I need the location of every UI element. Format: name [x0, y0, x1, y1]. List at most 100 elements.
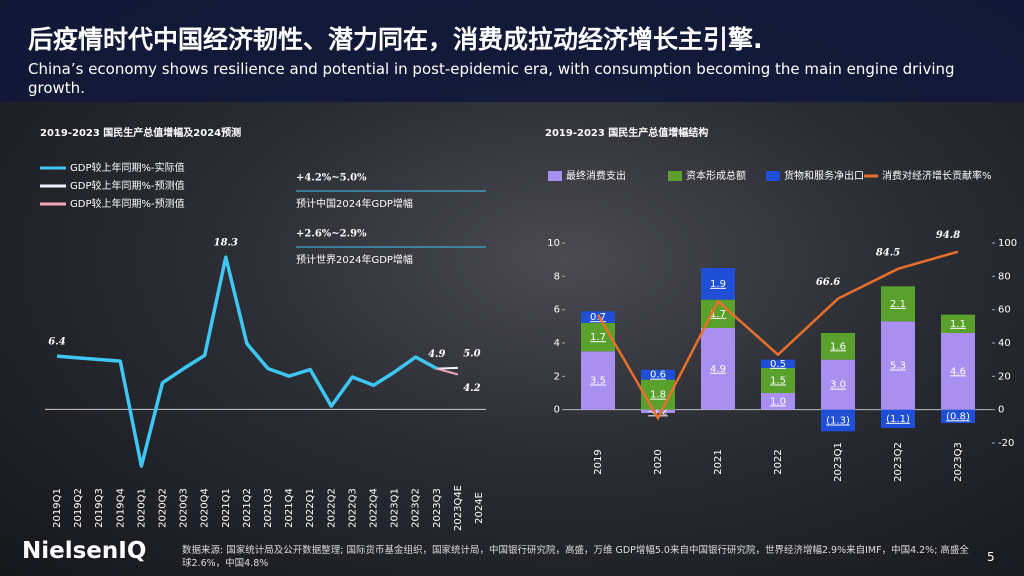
legend-swatch [548, 171, 562, 181]
data-label: (1.3) [826, 416, 850, 427]
bar-segment [761, 359, 795, 368]
y-tick-label: 6 [554, 305, 560, 316]
x-tick-label: 2021 [713, 449, 724, 474]
x-tick-label: 2019Q4 [115, 488, 126, 528]
callout-caption: 预计世界2024年GDP增幅 [296, 253, 413, 266]
x-tick-label: 2019 [593, 449, 604, 474]
x-tick-label: 2021Q1 [221, 488, 232, 528]
legend-label: 资本形成总额 [686, 169, 746, 182]
x-tick-label: 2023Q2 [411, 488, 422, 528]
data-label: 4.2 [463, 383, 480, 394]
y2-tick-label: 20 [998, 371, 1011, 382]
x-tick-label: 2022Q3 [347, 488, 358, 528]
x-tick-label: 2019Q3 [94, 488, 105, 528]
data-label: 18.3 [214, 238, 238, 249]
x-tick-label: 2023Q3 [432, 488, 443, 528]
data-label: 4.6 [950, 366, 966, 377]
y-tick-label: 0 [554, 405, 560, 416]
data-label: 3.5 [590, 376, 606, 387]
data-label: -0.2 [648, 406, 668, 417]
chart-title: 2019-2023 国民生产总值增幅结构 [545, 126, 708, 139]
data-label: 1.6 [830, 341, 846, 352]
x-tick-label: 2019Q1 [52, 488, 63, 528]
x-tick-label: 2023Q3 [953, 442, 964, 482]
bar-segment [641, 409, 675, 413]
data-label: 5.3 [890, 361, 906, 372]
x-tick-label: 2023Q2 [893, 442, 904, 482]
x-tick-label: 2019Q2 [73, 488, 84, 528]
data-label: 1.7 [590, 332, 606, 343]
bar-segment [941, 333, 975, 410]
x-tick-label: 2022 [773, 449, 784, 474]
line-series [56, 255, 438, 468]
header-band [0, 0, 1024, 102]
x-tick-label: 2023Q1 [390, 488, 401, 528]
data-label: 1.8 [650, 390, 666, 401]
bar-segment [701, 328, 735, 410]
bar-segment [881, 286, 915, 322]
y2-tick-label: 80 [998, 271, 1011, 282]
data-label: 94.8 [936, 230, 960, 241]
bar-segment [761, 393, 795, 410]
page-number: 5 [987, 550, 995, 564]
legend-label: GDP较上年同期%-实际值 [70, 161, 185, 174]
callout-value: +2.6%~2.9% [296, 229, 367, 240]
x-tick-label: 2023Q4E [453, 485, 464, 531]
data-label: 1.9 [710, 279, 726, 290]
line-series [436, 367, 459, 376]
data-label: 0.6 [650, 370, 666, 381]
line-series [436, 366, 458, 370]
bar-segment [881, 321, 915, 410]
y-tick-label: 8 [554, 271, 560, 282]
y2-tick-label: 100 [998, 238, 1017, 249]
data-label: 1.5 [770, 376, 786, 387]
data-label: 1.1 [950, 319, 966, 330]
data-label: 4.9 [710, 364, 726, 375]
x-tick-label: 2024E [474, 492, 485, 524]
y2-tick-label: 0 [998, 405, 1004, 416]
callout-value: +4.2%~5.0% [296, 173, 367, 184]
bar-segment [821, 409, 855, 432]
x-tick-label: 2021Q3 [263, 488, 274, 528]
data-label: 0.7 [590, 312, 606, 323]
x-tick-label: 2022Q2 [326, 488, 337, 528]
data-label: 6.4 [48, 337, 65, 348]
legend-label: 货物和服务净出口 [784, 169, 864, 182]
bar-segment [821, 359, 855, 410]
bar-segment [581, 311, 615, 323]
logo: NielsenIQ [22, 538, 147, 564]
legend-label: GDP较上年同期%-预测值 [70, 197, 185, 210]
y2-tick-label: 60 [998, 305, 1011, 316]
legend-label: 消费对经济增长贡献率% [882, 169, 992, 182]
bar-segment [641, 369, 675, 380]
legend-swatch [668, 171, 682, 181]
x-tick-label: 2021Q2 [242, 488, 253, 528]
data-label: 66.6 [816, 277, 840, 288]
data-label: 2.1 [890, 299, 906, 310]
x-tick-label: 2020Q2 [158, 488, 169, 528]
legend-label: 最终消费支出 [566, 169, 626, 182]
bar-segment [581, 323, 615, 352]
x-tick-label: 2022Q1 [305, 488, 316, 528]
legend-label: GDP较上年同期%-预测值 [70, 179, 185, 192]
data-label: (0.8) [946, 411, 970, 422]
x-tick-label: 2020Q4 [200, 488, 211, 528]
data-label: 1.0 [770, 396, 786, 407]
data-label: 0.5 [770, 359, 786, 370]
x-tick-label: 2020Q3 [179, 488, 190, 528]
x-tick-label: 2023Q1 [833, 442, 844, 482]
bar-segment [941, 409, 975, 423]
data-label: 3.0 [830, 380, 846, 391]
subtitle: China’s economy shows resilience and pot… [28, 60, 955, 97]
data-label: 5.0 [463, 348, 480, 359]
y-tick-label: 2 [554, 371, 560, 382]
data-label: 84.5 [876, 247, 900, 258]
x-tick-label: 2020 [653, 449, 664, 474]
data-label: 4.9 [428, 349, 445, 360]
title: 后疫情时代中国经济韧性、潜力同在，消费成拉动经济增长主引擎. [28, 25, 763, 54]
x-tick-label: 2020Q1 [136, 488, 147, 528]
line-series [596, 250, 959, 421]
y2-tick-label: 40 [998, 338, 1011, 349]
